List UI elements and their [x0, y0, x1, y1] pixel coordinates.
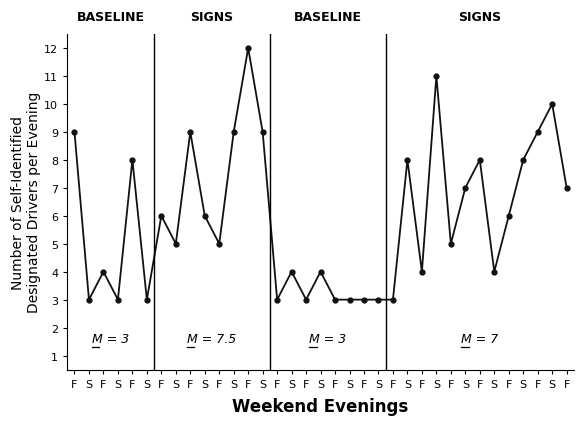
Text: M = 7.5: M = 7.5	[187, 333, 236, 345]
Text: BASELINE: BASELINE	[294, 11, 362, 24]
Text: BASELINE: BASELINE	[77, 11, 144, 24]
Text: M = 3: M = 3	[309, 333, 346, 345]
Text: SIGNS: SIGNS	[191, 11, 233, 24]
X-axis label: Weekend Evenings: Weekend Evenings	[232, 397, 409, 415]
Y-axis label: Number of Self-Identified
Designated Drivers per Evening: Number of Self-Identified Designated Dri…	[11, 92, 42, 313]
Text: M = 7: M = 7	[461, 333, 498, 345]
Text: SIGNS: SIGNS	[458, 11, 501, 24]
Text: M = 3: M = 3	[92, 333, 129, 345]
